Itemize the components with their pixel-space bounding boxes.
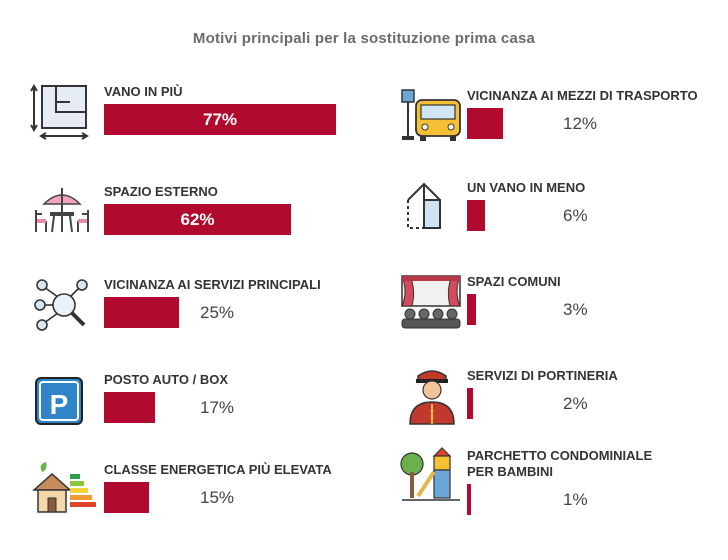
bus-stop-icon — [396, 86, 468, 151]
bar-parchetto-condominiale-per-bambini — [467, 484, 471, 515]
label-classe-energetica-pi-elevata: CLASSE ENERGETICA PIÙ ELEVATA — [104, 462, 332, 477]
label-servizi-di-portineria: SERVIZI DI PORTINERIA — [467, 368, 618, 383]
label-parchetto-condominiale-per-bambini: PARCHETTO CONDOMINIALE PER BAMBINI — [467, 448, 653, 479]
bar-spazio-esterno — [104, 204, 291, 235]
value-label-vicinanza-ai-mezzi-di-trasporto: 12% — [563, 114, 598, 133]
value-label-servizi-di-portineria: 2% — [563, 394, 588, 413]
bar-servizi-di-portineria — [467, 388, 473, 419]
label-un-vano-in-meno: UN VANO IN MENO — [467, 180, 586, 195]
bar-spazi-comuni — [467, 294, 476, 325]
value-label-classe-energetica-pi-elevata: 15% — [200, 488, 235, 507]
energy-class-house-icon — [30, 460, 102, 525]
label-spazi-comuni: SPAZI COMUNI — [467, 274, 561, 289]
bar-vicinanza-ai-servizi-principali — [104, 297, 179, 328]
bar-un-vano-in-meno — [467, 200, 485, 231]
floor-plan-icon — [30, 82, 102, 147]
label-spazio-esterno: SPAZIO ESTERNO — [104, 184, 218, 199]
magnifier-network-icon — [30, 275, 102, 340]
value-label-spazio-esterno: 62% — [180, 210, 215, 229]
value-label-vicinanza-ai-servizi-principali: 25% — [200, 303, 235, 322]
bar-vano-in-pi — [104, 104, 336, 135]
theater-audience-icon — [396, 272, 468, 337]
value-label-spazi-comuni: 3% — [563, 300, 588, 319]
parking-sign-icon: P — [30, 370, 102, 435]
svg-text:P: P — [50, 389, 69, 420]
label-posto-auto-box: POSTO AUTO / BOX — [104, 372, 229, 387]
label-vano-in-pi: VANO IN PIÙ — [104, 84, 183, 99]
label-vicinanza-ai-mezzi-di-trasporto: VICINANZA AI MEZZI DI TRASPORTO — [467, 88, 698, 103]
bar-posto-auto-box — [104, 392, 155, 423]
doorman-icon — [396, 366, 468, 431]
chart-title: Motivi principali per la sostituzione pr… — [192, 30, 536, 47]
label-vicinanza-ai-servizi-principali: VICINANZA AI SERVIZI PRINCIPALI — [104, 277, 321, 292]
value-label-parchetto-condominiale-per-bambini: 1% — [563, 490, 588, 509]
bar-vicinanza-ai-mezzi-di-trasporto — [467, 108, 503, 139]
playground-icon — [396, 446, 468, 511]
house-minus-room-icon — [396, 178, 468, 243]
bar-classe-energetica-pi-elevata — [104, 482, 149, 513]
value-label-vano-in-pi: 77% — [202, 110, 238, 129]
patio-table-umbrella-icon — [30, 182, 102, 247]
value-label-posto-auto-box: 17% — [200, 398, 235, 417]
value-label-un-vano-in-meno: 6% — [563, 206, 588, 225]
